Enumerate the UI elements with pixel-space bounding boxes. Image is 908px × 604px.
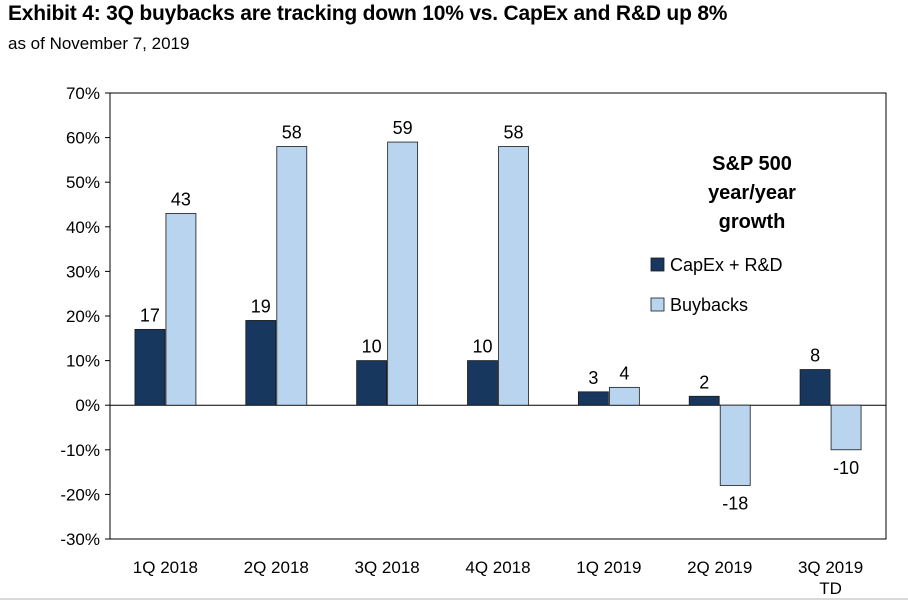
- capex-rd-bar: [799, 369, 831, 406]
- chart-annotation: growth: [719, 211, 786, 233]
- x-tick-label: 1Q 2019: [576, 558, 641, 577]
- legend-swatch: [650, 257, 665, 272]
- capex-rd-bar: [245, 320, 277, 406]
- legend-label: CapEx + R&D: [670, 255, 783, 275]
- legend-label: Buybacks: [670, 295, 748, 315]
- bar-value-label: -18: [722, 493, 748, 513]
- buybacks-bar: [165, 213, 197, 406]
- capex-rd-bar: [688, 395, 720, 406]
- x-tick-label: 2Q 2018: [244, 558, 309, 577]
- x-tick-label: 2Q 2019: [687, 558, 752, 577]
- bar-value-label: 17: [140, 305, 160, 325]
- bar-value-label: 58: [503, 123, 523, 143]
- bar-value-label: 2: [699, 372, 709, 392]
- chart-title: Exhibit 4: 3Q buybacks are tracking down…: [8, 2, 728, 25]
- bar-value-label: 8: [810, 346, 820, 366]
- y-tick-label: 0%: [75, 396, 100, 415]
- y-tick-label: 60%: [66, 129, 100, 148]
- y-tick-label: -30%: [60, 530, 100, 549]
- buybacks-bar: [276, 146, 308, 406]
- y-tick-label: 20%: [66, 307, 100, 326]
- bar-value-label: 10: [472, 337, 492, 357]
- x-tick-label: TD: [819, 579, 842, 598]
- bar-value-label: 19: [251, 296, 271, 316]
- capex-rd-bar: [577, 391, 609, 406]
- x-tick-label: 3Q 2019: [798, 558, 863, 577]
- y-tick-label: -20%: [60, 485, 100, 504]
- bar-value-label: 58: [282, 123, 302, 143]
- x-tick-label: 3Q 2018: [355, 558, 420, 577]
- y-tick-label: -10%: [60, 441, 100, 460]
- bottom-divider: [0, 598, 908, 600]
- capex-rd-bar: [467, 360, 498, 406]
- y-tick-label: 30%: [66, 262, 100, 281]
- y-tick-label: 10%: [66, 352, 100, 371]
- capex-rd-bar: [356, 360, 388, 406]
- buybacks-bar: [830, 404, 862, 451]
- buybacks-bar: [719, 404, 751, 486]
- y-tick-label: 50%: [66, 173, 100, 192]
- bar-value-label: 10: [362, 337, 382, 357]
- chart-annotation: year/year: [708, 182, 796, 204]
- buybacks-bar: [498, 146, 529, 406]
- bar-value-label: 59: [393, 118, 413, 138]
- legend-swatch: [650, 297, 665, 312]
- chart-subtitle: as of November 7, 2019: [8, 34, 190, 53]
- chart-annotation: S&P 500: [712, 153, 792, 175]
- buybacks-bar: [387, 141, 419, 406]
- bar-value-label: 43: [171, 189, 191, 209]
- y-tick-label: 70%: [66, 84, 100, 103]
- x-tick-label: 4Q 2018: [465, 558, 530, 577]
- bar-value-label: 3: [588, 368, 598, 388]
- buybacks-bar: [608, 386, 640, 406]
- capex-rd-bar: [134, 328, 166, 406]
- bar-value-label: -10: [833, 458, 859, 478]
- x-tick-label: 1Q 2018: [133, 558, 198, 577]
- bar-value-label: 4: [619, 363, 629, 383]
- y-tick-label: 40%: [66, 218, 100, 237]
